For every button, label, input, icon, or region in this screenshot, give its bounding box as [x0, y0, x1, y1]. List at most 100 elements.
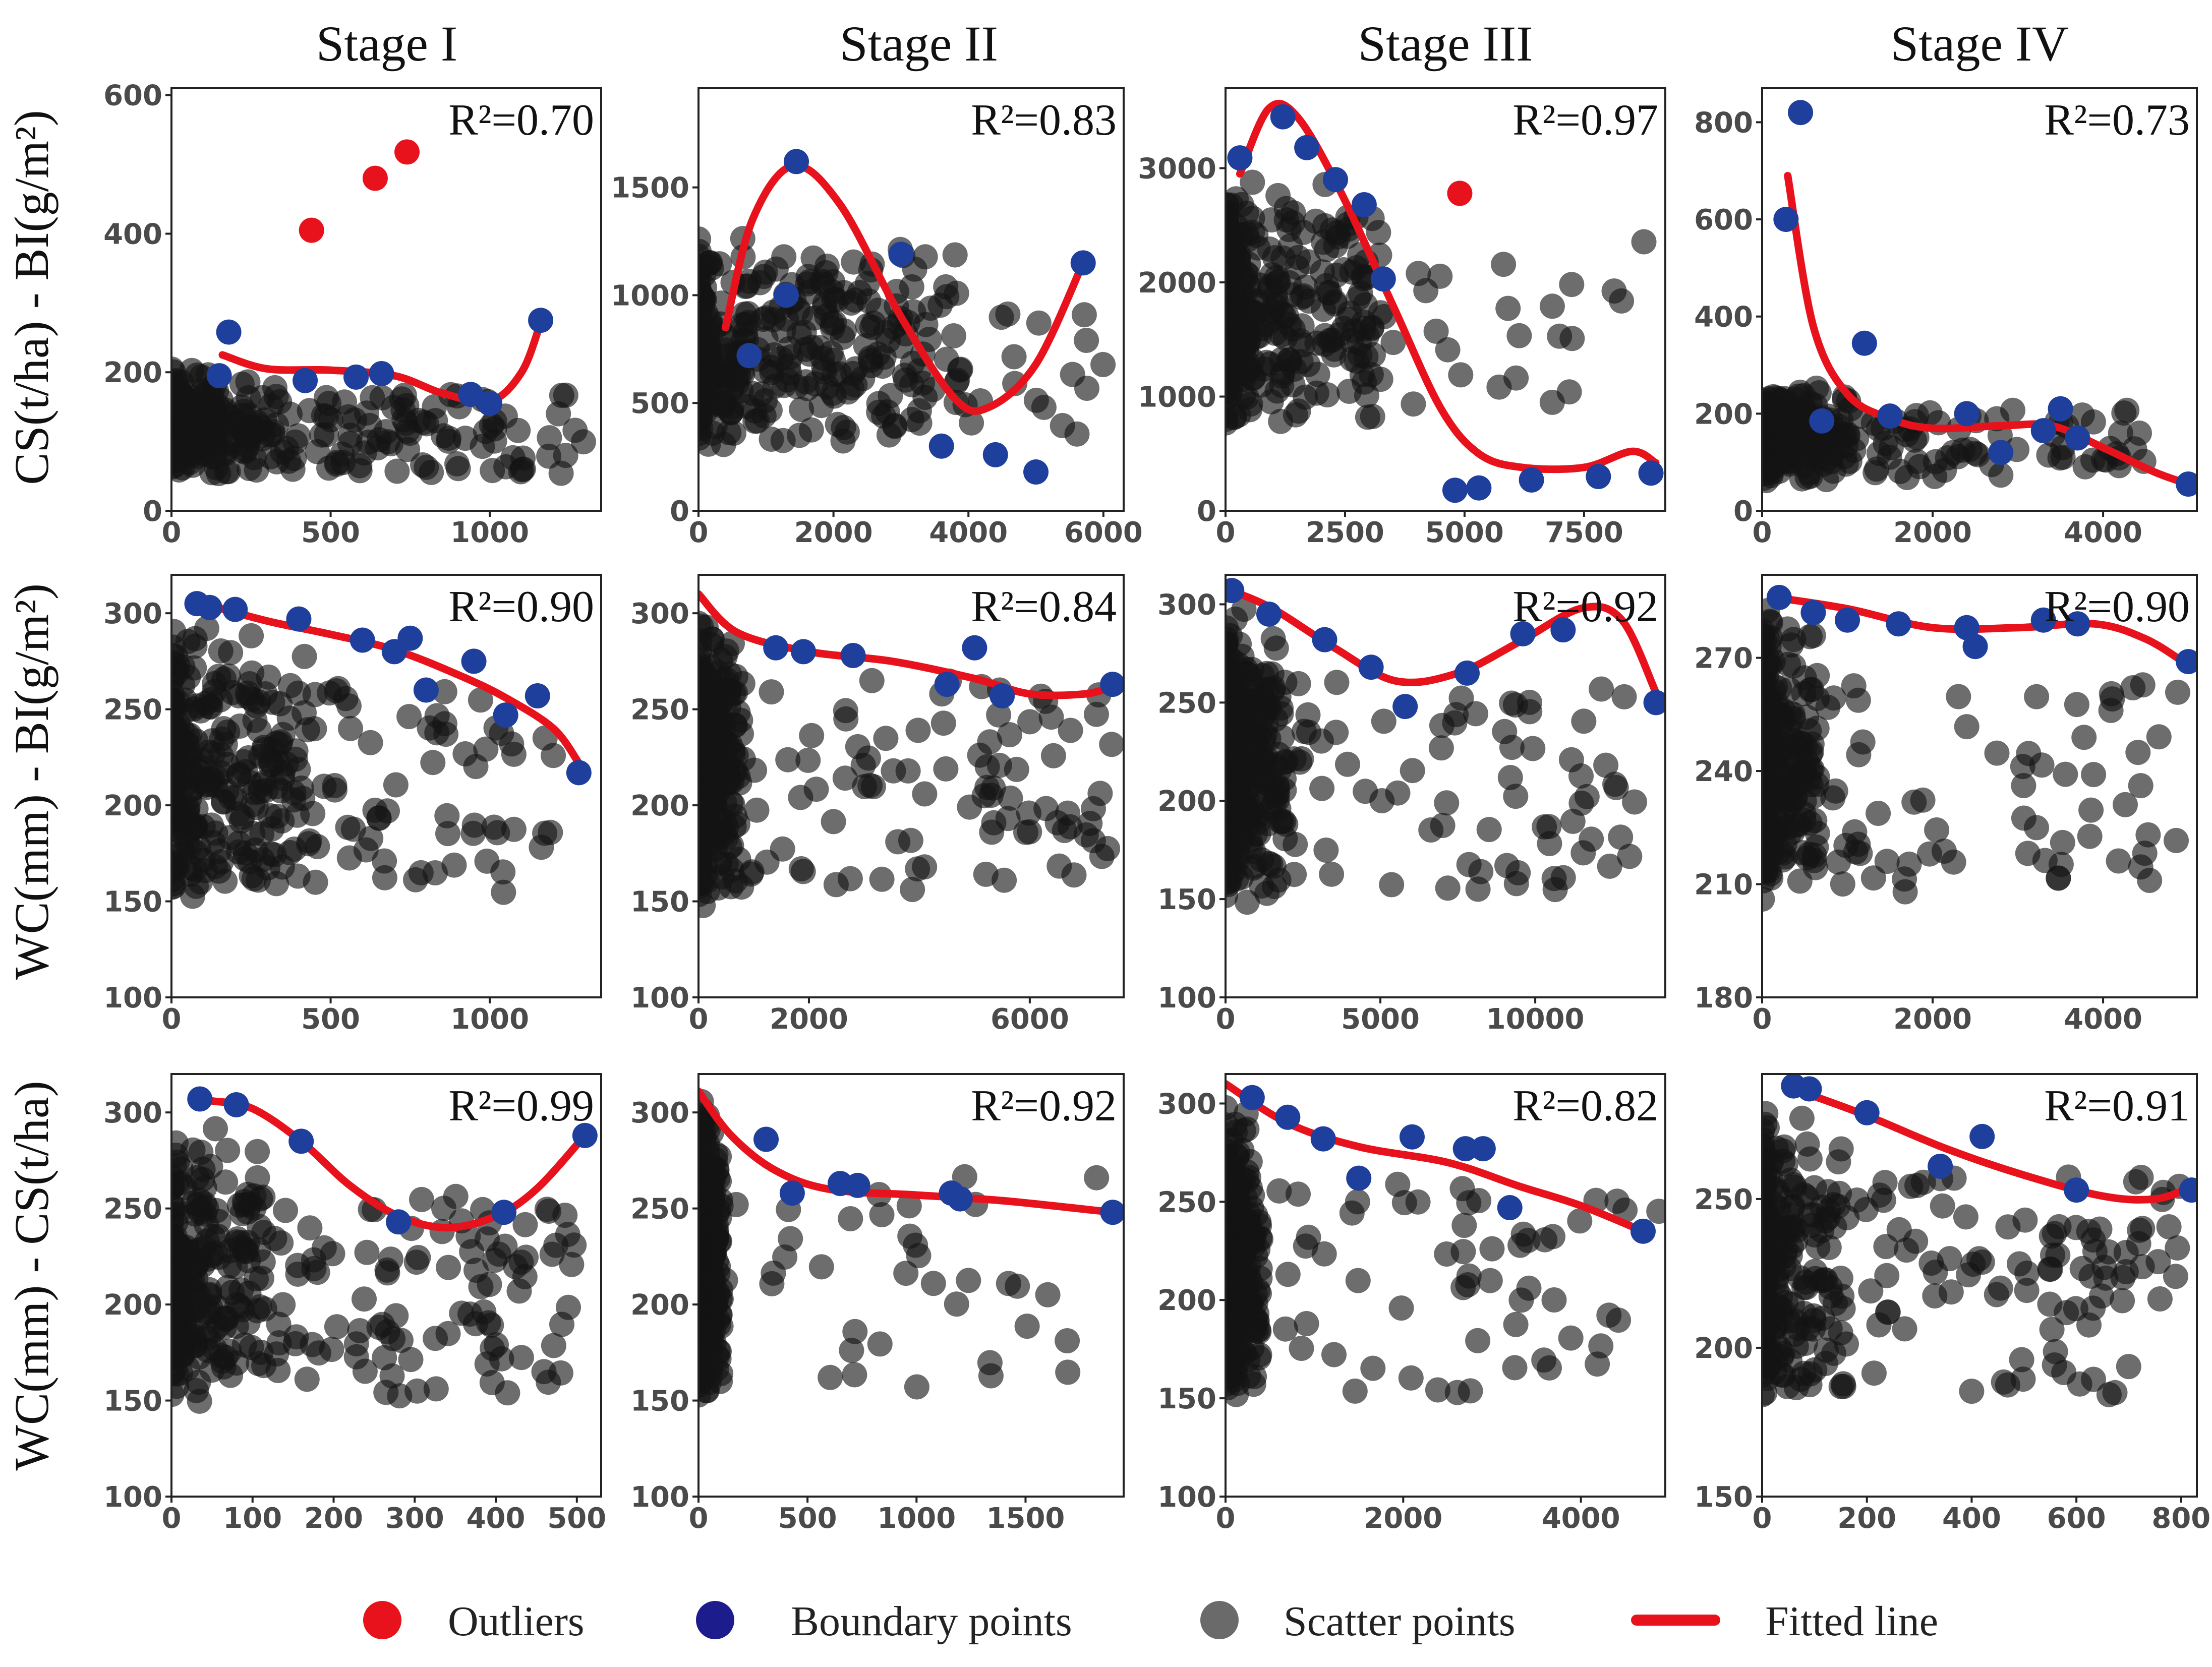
scatter-point: [1050, 413, 1075, 438]
scatter-point: [1235, 360, 1260, 386]
scatter-point: [1631, 229, 1657, 255]
boundary-point: [791, 639, 817, 665]
scatter-point: [480, 458, 505, 484]
fitted-line: [218, 318, 545, 406]
scatter-point: [234, 422, 259, 448]
x-tick-label: 0: [1753, 516, 1772, 549]
scatter-point: [957, 794, 982, 820]
scatter-point: [2128, 1165, 2154, 1190]
scatter-point: [1296, 1224, 1321, 1250]
boundary-point: [934, 672, 960, 697]
x-tick-label: 400: [1942, 1502, 2001, 1535]
scatter-point: [474, 1351, 500, 1377]
scatter-point: [1904, 448, 1930, 474]
scatter-point: [552, 1203, 578, 1228]
boundary-point: [1969, 1123, 1995, 1149]
outlier-point: [299, 217, 324, 243]
scatter-point: [1308, 728, 1334, 754]
scatter-point: [1930, 1193, 1955, 1219]
scatter-point: [1560, 808, 1586, 834]
x-tick-label: 6000: [1064, 516, 1143, 549]
scatter-point: [698, 628, 713, 653]
scatter-point: [942, 242, 968, 268]
scatter-point: [171, 1243, 196, 1269]
x-tick-label: 1000: [450, 516, 529, 549]
scatter-point: [759, 679, 784, 705]
scatter-point: [1226, 1216, 1239, 1241]
boundary-point: [1519, 467, 1544, 493]
scatter-point: [1858, 1278, 1884, 1304]
scatter-point: [1228, 223, 1254, 249]
x-tick-label: 2000: [1893, 516, 1972, 549]
scatter-point: [206, 1244, 232, 1270]
scatter-point: [1243, 1243, 1268, 1269]
scatter-point: [1603, 775, 1629, 800]
scatter-point: [698, 415, 714, 441]
scatter-point: [1275, 1262, 1301, 1287]
x-tick-label: 5000: [1341, 1003, 1420, 1036]
x-tick-label: 4000: [929, 516, 1008, 549]
x-tick-label: 7500: [1545, 516, 1623, 549]
plot-area: [1226, 1080, 1665, 1407]
scatter-point: [904, 1374, 929, 1400]
scatter-point: [1001, 344, 1027, 370]
scatter-point: [423, 1326, 448, 1351]
scatter-point: [541, 1333, 566, 1358]
y-tick-label: 210: [1694, 869, 1753, 902]
plot-area: [1762, 584, 2197, 912]
scatter-point: [1423, 318, 1449, 344]
scatter-point: [1040, 743, 1066, 768]
scatter-point: [1520, 736, 1546, 761]
boundary-point: [343, 364, 369, 390]
scatter-point: [474, 848, 500, 874]
boundary-point: [1586, 464, 1611, 490]
scatter-point: [366, 805, 392, 831]
scatter-point: [501, 741, 527, 767]
scatter-point: [1226, 1326, 1238, 1351]
scatter-point: [281, 837, 307, 862]
scatter-point: [1359, 316, 1384, 341]
x-tick-label: 2000: [1364, 1502, 1442, 1535]
scatter-point: [1547, 323, 1573, 349]
scatter-point: [2024, 684, 2050, 709]
scatter-point: [1335, 751, 1360, 777]
scatter-point: [1458, 1378, 1483, 1404]
scatter-point: [906, 1243, 932, 1269]
y-tick-label: 250: [1157, 687, 1216, 720]
y-tick-label: 200: [103, 1289, 162, 1322]
scatter-point: [1226, 278, 1239, 304]
boundary-point: [458, 382, 484, 407]
y-tick-label: 150: [1157, 1383, 1216, 1415]
scatter-point: [261, 842, 287, 868]
scatter-point: [479, 412, 504, 438]
scatter-point: [698, 1152, 711, 1178]
x-tick-label: 500: [778, 1502, 837, 1535]
scatter-point: [721, 814, 747, 840]
scatter-point: [444, 451, 470, 477]
scatter-point: [316, 455, 341, 481]
scatter-point: [1313, 838, 1339, 863]
scatter-point: [1802, 855, 1828, 880]
scatter-point: [171, 439, 185, 465]
plot-area: [1226, 99, 1664, 503]
scatter-point: [2010, 1366, 2036, 1392]
scatter-point: [698, 748, 712, 774]
y-tick-label: 150: [630, 1385, 689, 1418]
y-tick-label: 500: [630, 387, 689, 420]
scatter-point: [788, 856, 814, 881]
scatter-point: [1391, 1190, 1417, 1216]
scatter-point: [1954, 714, 1980, 740]
legend: Outliers Boundary points Scatter points …: [363, 1598, 1938, 1645]
scatter-point: [718, 790, 744, 816]
scatter-point: [1777, 700, 1802, 726]
y-tick-label: 250: [1694, 1183, 1753, 1216]
scatter-point: [1226, 643, 1241, 669]
scatter-point: [912, 854, 938, 880]
x-tick-label: 400: [467, 1502, 526, 1535]
scatter-point: [215, 1138, 241, 1163]
boundary-point: [2030, 607, 2056, 633]
scatter-point: [2054, 1300, 2079, 1326]
scatter-point: [1268, 300, 1294, 325]
